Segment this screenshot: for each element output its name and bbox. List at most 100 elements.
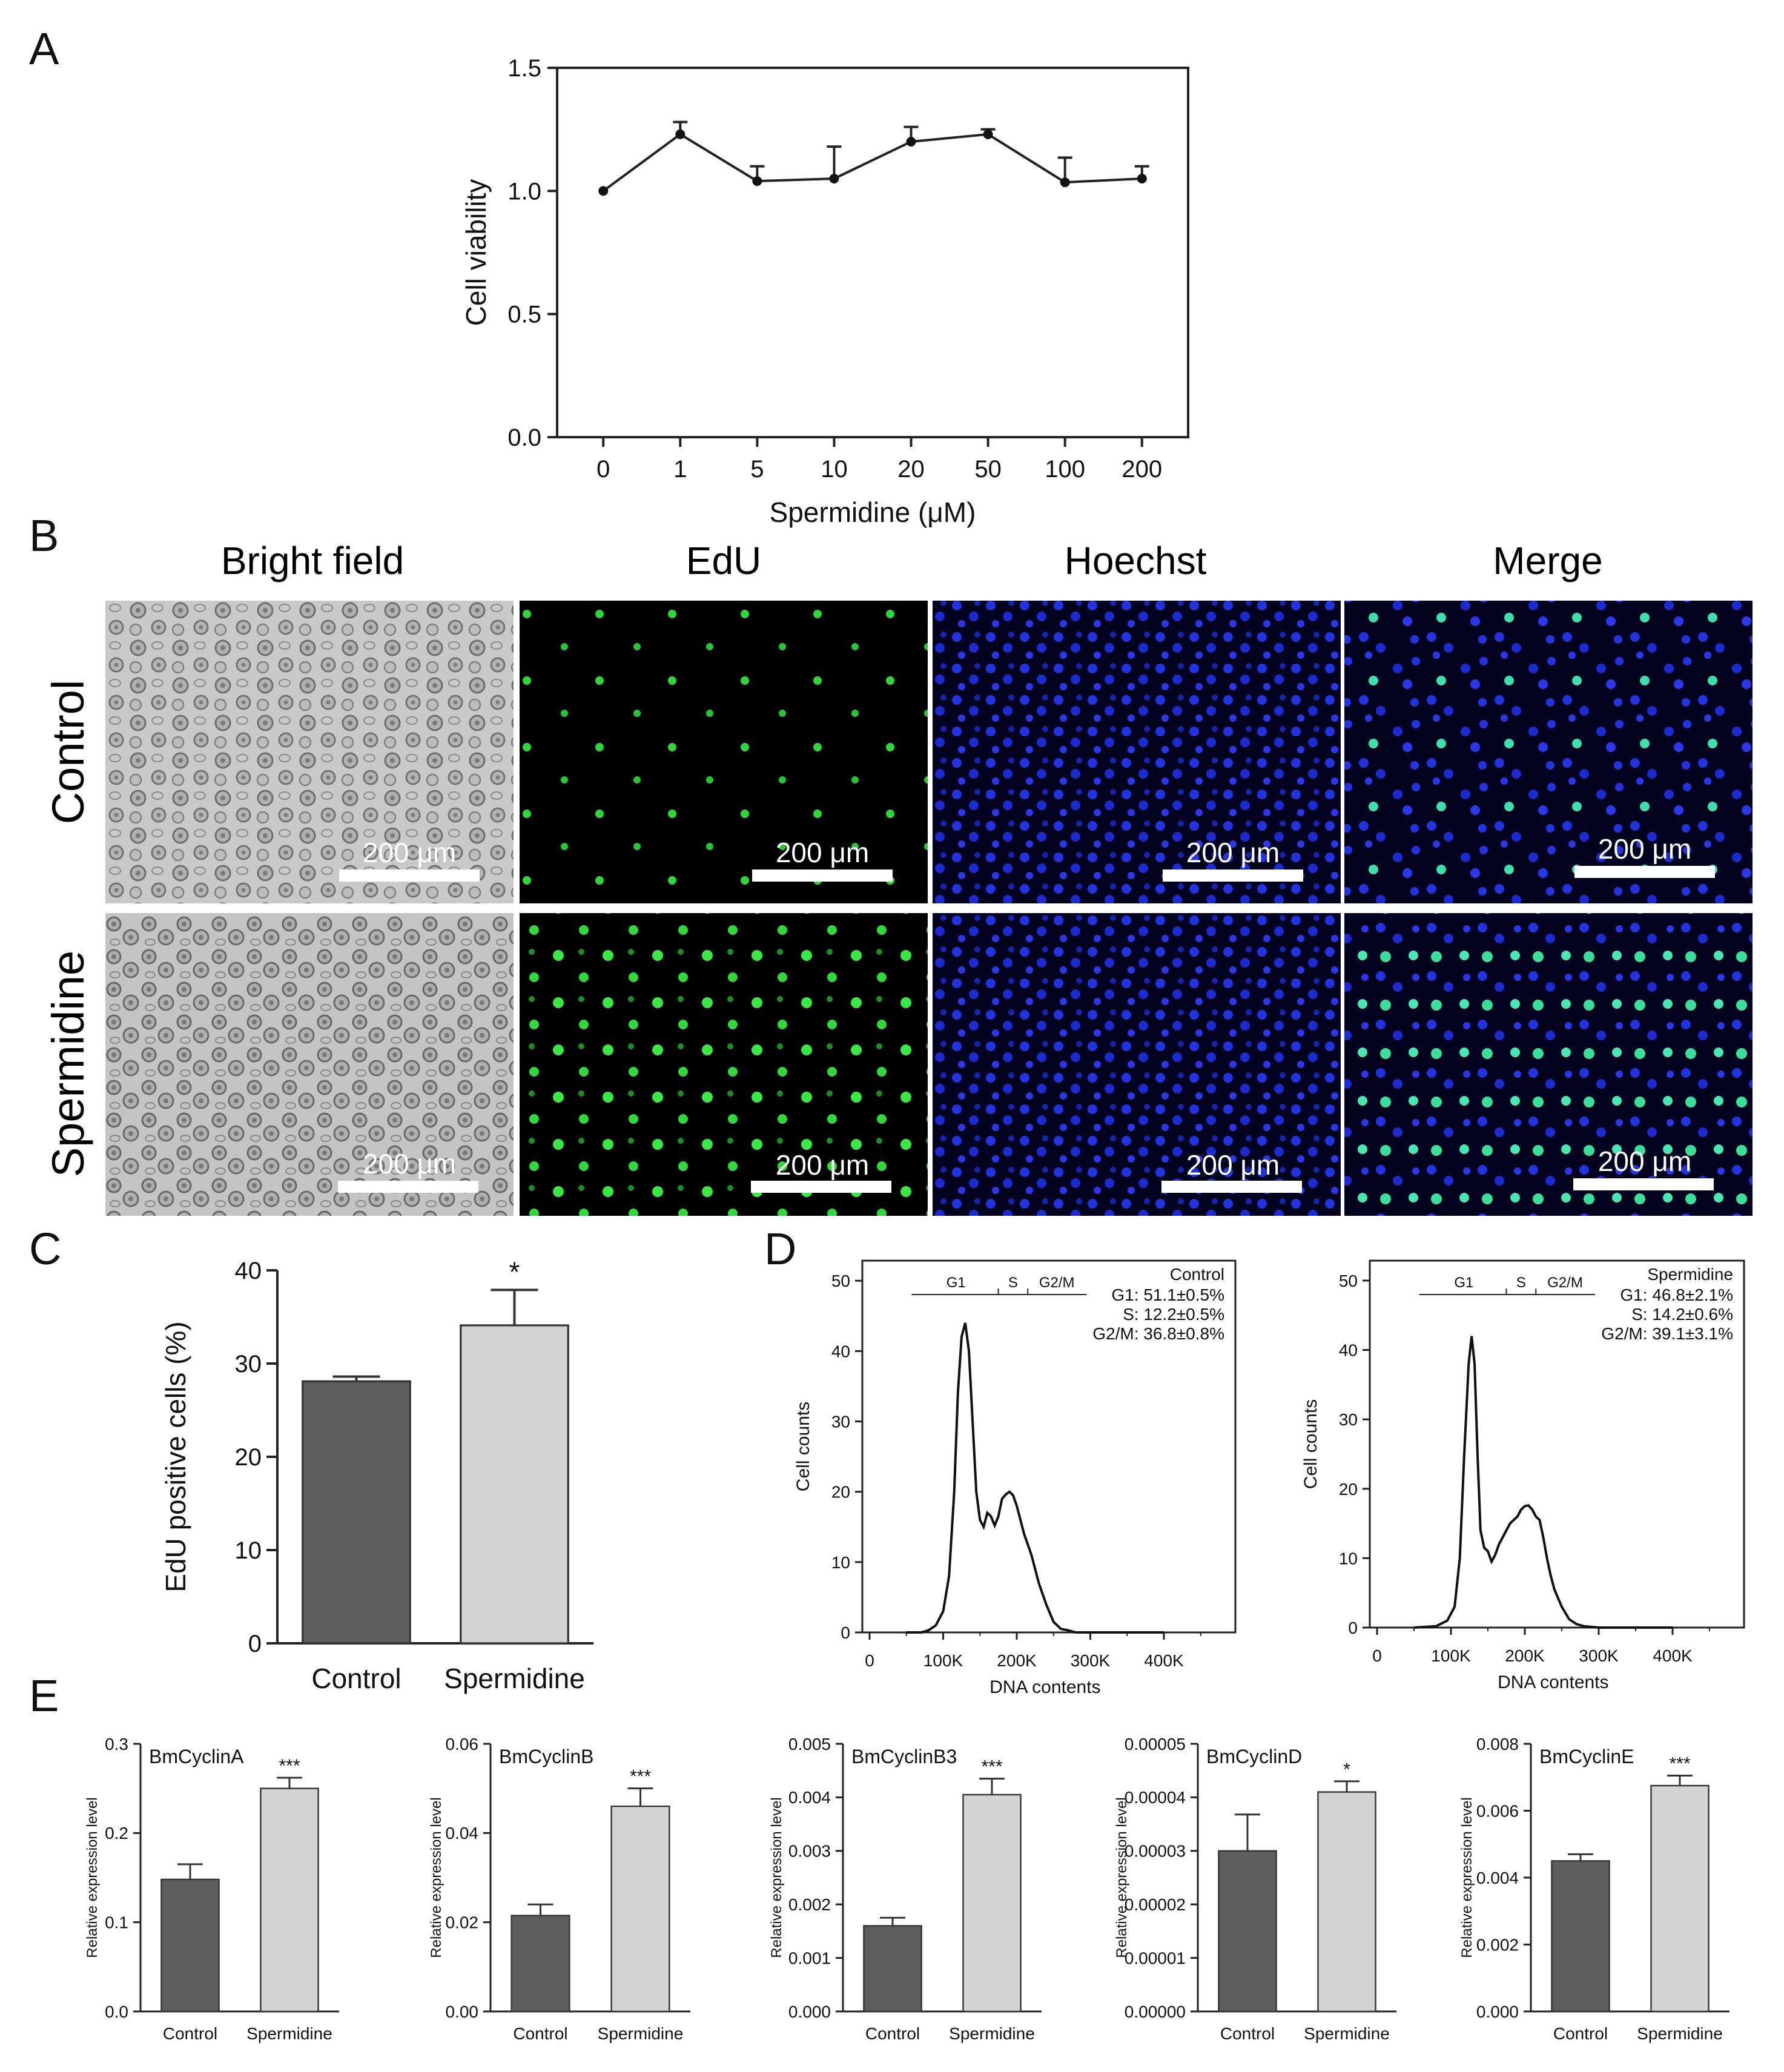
y-tick-label: 0.04 (446, 1824, 479, 1843)
y-tick-label: 0.0 (105, 2002, 128, 2021)
scale-bar-label: 200 μm (1598, 833, 1691, 865)
x-tick-label: 300K (1579, 1646, 1619, 1665)
plot-frame (861, 1259, 1237, 1634)
y-axis-label: Relative expression level (1114, 1797, 1130, 1958)
x-axis-label: DNA contents (1498, 1672, 1608, 1692)
x-category-label: Control (1220, 2024, 1275, 2043)
y-tick-label: 0 (1348, 1618, 1358, 1637)
chart-title: BmCyclinA (149, 1746, 244, 1767)
cycle-stat: G1: 46.8±2.1% (1620, 1285, 1733, 1304)
y-tick-label: 0.00 (446, 2002, 479, 2021)
data-point (675, 129, 686, 139)
y-tick-label: 0.000 (788, 2002, 831, 2021)
gate-label: G1 (947, 1275, 966, 1291)
cycle-stat: G1: 51.1±0.5% (1111, 1285, 1224, 1304)
x-tick-label: 0 (1372, 1646, 1382, 1665)
bar (160, 1878, 220, 2013)
x-category-label: Control (1553, 2024, 1608, 2043)
x-tick-label: 100K (1431, 1646, 1471, 1665)
x-axis-label: DNA contents (989, 1677, 1100, 1697)
y-tick-label: 40 (1339, 1341, 1358, 1360)
x-tick-label: 0 (596, 456, 610, 483)
scale-bar (1163, 869, 1303, 882)
y-tick-label: 30 (831, 1413, 850, 1431)
x-tick-label: 100 (1045, 456, 1085, 483)
x-category-label: Spermidine (444, 1663, 585, 1694)
scale-bar-label: 200 μm (776, 837, 869, 868)
y-axis-label: Cell counts (1301, 1399, 1321, 1489)
chart-title: BmCyclinB (499, 1746, 593, 1767)
bar (260, 1787, 319, 2013)
significance-marker: * (1343, 1760, 1350, 1780)
microscopy-grid: Bright field EdU Hoechst Merge Control S… (43, 539, 1753, 1216)
x-category-label: Spermidine (246, 2024, 332, 2043)
image-control-bright-field (105, 601, 514, 903)
bar (962, 1793, 1022, 2013)
gate-label: S (1008, 1275, 1018, 1291)
significance-marker: *** (279, 1756, 300, 1776)
data-point (1060, 177, 1070, 188)
y-tick-label: 40 (831, 1342, 850, 1361)
histogram-line (906, 1322, 1164, 1634)
panel-label-e: E (29, 1671, 59, 1721)
y-tick-label: 0.00005 (1125, 1735, 1186, 1754)
scale-bar-label: 200 μm (363, 837, 456, 868)
y-tick-label: 0.005 (788, 1735, 831, 1754)
scale-bar (1574, 866, 1715, 878)
y-tick-label: 20 (1339, 1480, 1358, 1499)
cycle-stat: S: 12.2±0.5% (1123, 1305, 1224, 1324)
y-tick-label: 20 (235, 1444, 262, 1471)
x-tick-label: 5 (750, 456, 764, 483)
significance-marker: *** (630, 1767, 651, 1787)
bar (863, 1925, 922, 2013)
y-tick-label: 50 (831, 1272, 850, 1290)
scale-bar-label: 200 μm (776, 1149, 869, 1181)
gate-label: G2/M (1547, 1275, 1583, 1291)
x-tick-label: 100K (923, 1651, 963, 1670)
y-tick-label: 10 (235, 1537, 262, 1564)
scale-bar (751, 1181, 891, 1193)
x-category-label: Control (513, 2024, 567, 2043)
y-axis-label: Cell counts (793, 1402, 813, 1491)
scale-bar-label: 200 μm (363, 1148, 456, 1180)
x-tick-label: 400K (1653, 1646, 1693, 1665)
x-category-label: Control (865, 2024, 920, 2043)
image-spermidine-edu (520, 913, 928, 1216)
plot-frame (1369, 1259, 1745, 1629)
y-tick-label: 0.3 (105, 1735, 128, 1754)
y-tick-label: 0.00004 (1125, 1788, 1186, 1807)
panel-label-c: C (29, 1224, 62, 1274)
x-category-label: Spermidine (1304, 2024, 1390, 2043)
y-tick-label: 20 (831, 1483, 850, 1502)
plot-frame (556, 67, 1189, 438)
y-tick-label: 0.002 (1476, 1935, 1519, 1954)
y-tick-label: 10 (1339, 1549, 1358, 1568)
panel-label-a: A (29, 24, 59, 74)
y-tick-label: 0.0 (507, 424, 541, 451)
y-tick-label: 0 (841, 1623, 850, 1642)
y-tick-label: 0.006 (1476, 1801, 1519, 1820)
image-spermidine-bright-field (105, 913, 514, 1216)
y-tick-label: 0.5 (507, 302, 541, 328)
y-tick-label: 0.00000 (1125, 2002, 1186, 2021)
y-tick-label: 0.002 (788, 1895, 831, 1914)
significance-marker: *** (1669, 1754, 1690, 1773)
y-axis-label: Relative expression level (768, 1797, 785, 1958)
y-axis-label: Relative expression level (84, 1797, 101, 1958)
y-tick-label: 0 (248, 1631, 262, 1657)
y-axis-label: Relative expression level (1459, 1797, 1475, 1958)
significance-marker: *** (981, 1757, 1002, 1777)
col-title-edu: EdU (686, 539, 762, 582)
y-tick-label: 0.00002 (1125, 1895, 1186, 1914)
y-tick-label: 0.00001 (1125, 1948, 1186, 1967)
y-tick-label: 40 (235, 1258, 262, 1284)
scale-bar-label: 200 μm (1598, 1146, 1691, 1177)
gate-label: G1 (1454, 1275, 1473, 1291)
bar (1218, 1850, 1277, 2013)
y-tick-label: 10 (831, 1553, 850, 1572)
bar (1650, 1784, 1710, 2013)
y-tick-label: 1.5 (507, 55, 541, 82)
